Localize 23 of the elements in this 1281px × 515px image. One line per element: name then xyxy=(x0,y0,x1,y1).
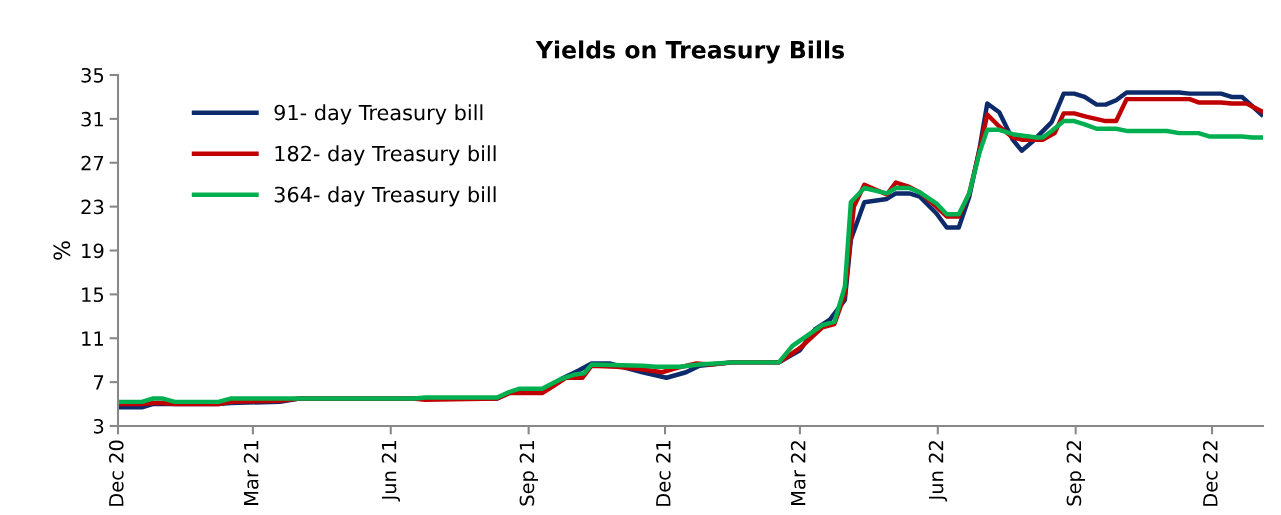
y-tick-label: 35 xyxy=(81,67,104,83)
y-tick-label: 7 xyxy=(94,375,104,390)
x-tick-label: Sep 21 xyxy=(519,440,539,506)
x-tick-label: Mar 22 xyxy=(790,441,806,505)
y-tick-label: 15 xyxy=(82,287,104,303)
x-tick-label: Jun 21 xyxy=(381,440,401,502)
y-tick-label: 23 xyxy=(81,199,104,215)
y-axis-title: % xyxy=(53,241,71,260)
chart-title: Yields on Treasury Bills xyxy=(535,40,845,64)
legend-label: 364- day Treasury bill xyxy=(274,186,496,207)
x-tick-label: Sep 22 xyxy=(1066,441,1086,506)
x-tick-label: Dec 22 xyxy=(1202,441,1218,506)
x-tick-label: Mar 21 xyxy=(243,440,259,505)
y-tick-label: 19 xyxy=(82,243,104,259)
y-tick-label: 3 xyxy=(93,418,104,434)
y-tick-label: 27 xyxy=(81,155,104,171)
x-tick-label: Jun 22 xyxy=(928,441,948,502)
y-tick-label: 11 xyxy=(82,331,104,346)
x-tick-label: Dec 21 xyxy=(655,440,671,506)
x-tick-label: Dec 20 xyxy=(108,440,124,506)
legend-label: 91- day Treasury bill xyxy=(274,104,483,125)
legend-label: 182- day Treasury bill xyxy=(275,145,496,166)
y-tick-label: 31 xyxy=(81,111,104,127)
